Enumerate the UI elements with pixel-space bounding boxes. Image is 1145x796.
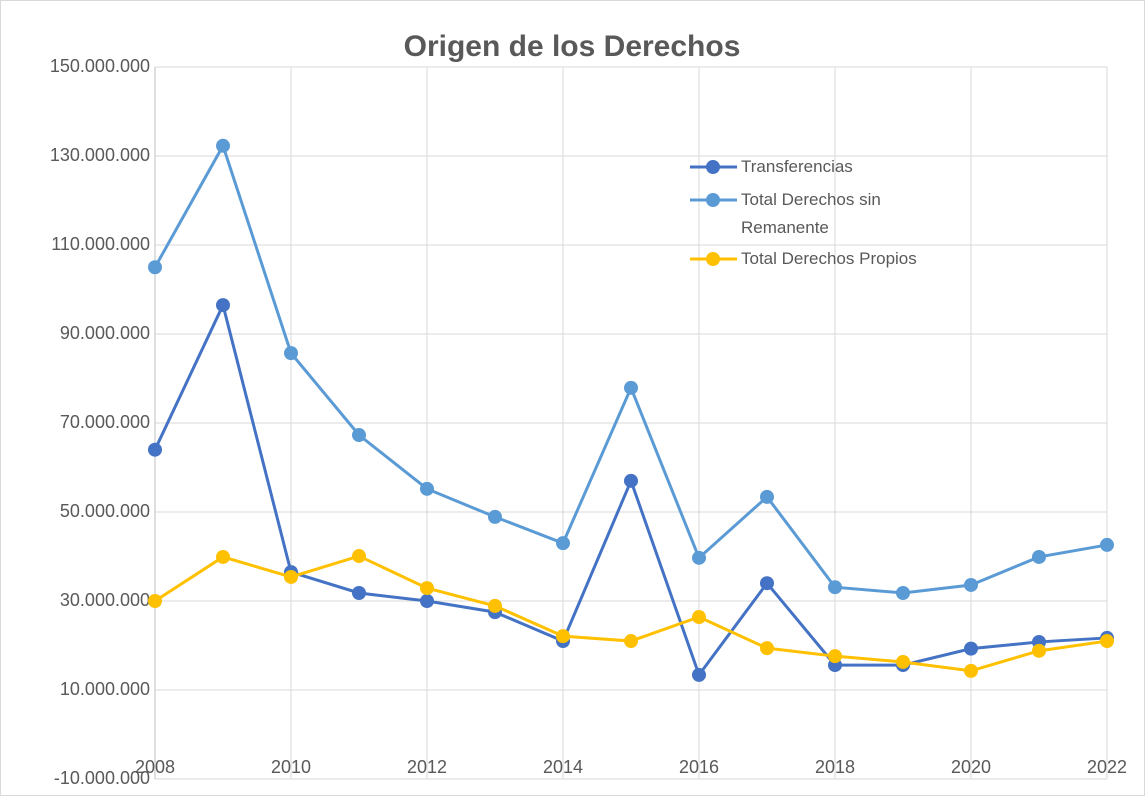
- data-point: [352, 585, 366, 600]
- data-point: [148, 260, 162, 275]
- data-point: [896, 585, 910, 600]
- data-point: [964, 663, 978, 678]
- y-tick-label: 50.000.000: [60, 501, 150, 521]
- data-point: [1100, 634, 1114, 649]
- x-tick-label: 2022: [1087, 757, 1127, 777]
- legend-label: Transferencias: [741, 157, 853, 176]
- data-point: [352, 428, 366, 443]
- x-tick-label: 2018: [815, 757, 855, 777]
- data-point: [692, 610, 706, 625]
- data-point: [216, 549, 230, 564]
- data-point: [148, 594, 162, 608]
- data-point: [284, 346, 298, 361]
- data-point: [420, 581, 434, 596]
- data-point: [828, 580, 842, 595]
- data-point: [624, 634, 638, 649]
- y-tick-label: 30.000.000: [60, 590, 150, 610]
- data-point: [896, 654, 910, 669]
- data-point: [1032, 549, 1046, 564]
- data-point: [828, 649, 842, 664]
- data-point: [216, 138, 230, 153]
- y-tick-label: 10.000.000: [60, 679, 150, 699]
- y-tick-label: 130.000.000: [50, 145, 150, 165]
- legend-marker: [706, 252, 720, 266]
- y-tick-label: 70.000.000: [60, 412, 150, 432]
- data-point: [148, 442, 162, 457]
- data-point: [420, 481, 434, 496]
- data-point: [488, 509, 502, 524]
- data-point: [964, 577, 978, 592]
- x-tick-label: 2012: [407, 757, 447, 777]
- x-tick-label: 2014: [543, 757, 583, 777]
- data-point: [624, 380, 638, 395]
- data-point: [352, 549, 366, 564]
- legend-marker: [706, 160, 720, 174]
- data-point: [1032, 643, 1046, 658]
- x-tick-label: 2016: [679, 757, 719, 777]
- x-tick-label: 2020: [951, 757, 991, 777]
- data-point: [760, 576, 774, 591]
- legend-label: Total Derechos sin Remanente: [741, 190, 881, 237]
- data-point: [420, 594, 434, 608]
- data-point: [556, 536, 570, 551]
- data-point: [284, 569, 298, 584]
- y-tick-label: -10.000.000: [54, 768, 150, 788]
- y-tick-label: 150.000.000: [50, 56, 150, 76]
- y-tick-label: 90.000.000: [60, 323, 150, 343]
- data-point: [624, 473, 638, 488]
- data-point: [692, 550, 706, 565]
- y-tick-label: 110.000.000: [51, 234, 150, 254]
- chart-title: Origen de los Derechos: [404, 30, 741, 63]
- legend-label: Total Derechos Propios: [741, 249, 917, 268]
- data-point: [216, 298, 230, 313]
- data-point: [488, 598, 502, 613]
- x-tick-label: 2010: [271, 757, 311, 777]
- data-point: [1100, 537, 1114, 552]
- data-point: [760, 489, 774, 504]
- data-point: [964, 641, 978, 656]
- data-point: [760, 641, 774, 656]
- legend-marker: [706, 193, 720, 207]
- data-point: [556, 629, 570, 644]
- data-point: [692, 667, 706, 682]
